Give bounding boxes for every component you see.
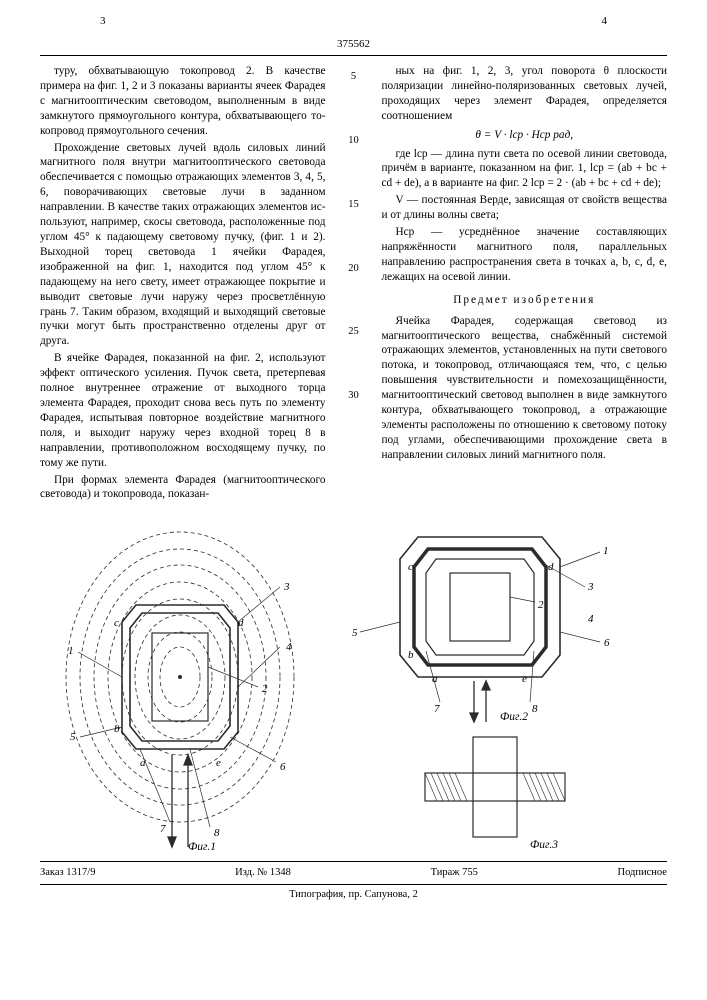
para: При формах элемента Фарадея (магнитооп­т… bbox=[40, 473, 326, 503]
figure-area: 3 4 2 1 5 6 7 8 a b c d e 1 2 3 4 5 6 7 … bbox=[40, 512, 667, 857]
page-num-left: 3 bbox=[100, 14, 106, 29]
fig2-group bbox=[360, 537, 600, 722]
fig1-label-7: 7 bbox=[160, 822, 166, 837]
line-num: 30 bbox=[346, 389, 362, 403]
fig2-label-3: 3 bbox=[588, 580, 594, 595]
fig2-label-a: a bbox=[432, 672, 438, 687]
para: Прохождение световых лучей вдоль силовых… bbox=[40, 141, 326, 350]
fig2-label-b: b bbox=[408, 648, 414, 663]
footer-bar: Заказ 1317/9 Изд. № 1348 Тираж 755 Подпи… bbox=[40, 861, 667, 885]
fig3-group bbox=[425, 737, 565, 837]
para: туру, обхватывающую токопровод 2. В ка­ч… bbox=[40, 64, 326, 139]
footer-sub: Подписное bbox=[618, 866, 667, 880]
column-left: туру, обхватывающую токопровод 2. В ка­ч… bbox=[40, 64, 326, 504]
fig3-caption: Фиг.3 bbox=[530, 838, 558, 853]
para: ных на фиг. 1, 2, 3, угол поворота θ пло… bbox=[382, 64, 668, 124]
fig2-label-e: e bbox=[522, 672, 527, 687]
fig1-label-4: 4 bbox=[286, 640, 292, 655]
fig1-label-c: c bbox=[114, 616, 119, 631]
fig2-label-7: 7 bbox=[434, 702, 440, 717]
para: В ячейке Фарадея, показанной на фиг. 2, … bbox=[40, 351, 326, 470]
fig2-label-6: 6 bbox=[604, 636, 610, 651]
line-num: 5 bbox=[346, 70, 362, 84]
text-columns: туру, обхватывающую токопровод 2. В ка­ч… bbox=[40, 64, 667, 504]
fig1-group bbox=[66, 532, 294, 847]
line-number-gutter: 5 10 15 20 25 30 bbox=[346, 64, 362, 504]
fig1-label-e: e bbox=[216, 756, 221, 771]
line-num: 15 bbox=[346, 198, 362, 212]
fig2-label-5: 5 bbox=[352, 626, 358, 641]
para: Ячейка Фарадея, содержащая световод из м… bbox=[382, 314, 668, 463]
patent-number: 375562 bbox=[40, 37, 667, 57]
fig1-caption: Фиг.1 bbox=[188, 840, 216, 855]
fig2-label-4: 4 bbox=[588, 612, 594, 627]
line-num: 20 bbox=[346, 262, 362, 276]
fig2-caption: Фиг.2 bbox=[500, 710, 528, 725]
fig1-label-5: 5 bbox=[70, 730, 76, 745]
fig2-label-2: 2 bbox=[538, 598, 544, 613]
subject-heading: Предмет изобретения bbox=[382, 293, 668, 308]
column-right: ных на фиг. 1, 2, 3, угол поворота θ пло… bbox=[382, 64, 668, 504]
fig1-label-1: 1 bbox=[68, 644, 74, 659]
fig1-label-b: b bbox=[114, 722, 120, 737]
footer-izd: Изд. № 1348 bbox=[235, 866, 291, 880]
fig2-label-8: 8 bbox=[532, 702, 538, 717]
fig2-label-d: d bbox=[548, 560, 554, 575]
footer-tirage: Тираж 755 bbox=[431, 866, 478, 880]
column-page-numbers: 3 4 bbox=[100, 14, 607, 29]
fig1-label-3: 3 bbox=[284, 580, 290, 595]
para: Hср — усреднённое значение составляющих … bbox=[382, 225, 668, 285]
fig2-label-1: 1 bbox=[603, 544, 609, 559]
fig2-label-c: c bbox=[408, 560, 413, 575]
fig1-label-a: a bbox=[140, 756, 146, 771]
line-num: 10 bbox=[346, 134, 362, 148]
para: где lср — длина пути света по осевой лин… bbox=[382, 147, 668, 192]
fig1-label-8: 8 bbox=[214, 826, 220, 841]
line-num: 25 bbox=[346, 325, 362, 339]
footer-order: Заказ 1317/9 bbox=[40, 866, 95, 880]
fig1-label-6: 6 bbox=[280, 760, 286, 775]
patent-page: 3 4 375562 туру, обхватывающую токопрово… bbox=[0, 0, 707, 1000]
fig1-label-d: d bbox=[238, 616, 244, 631]
figures-svg bbox=[40, 512, 667, 857]
typography-line: Типография, пр. Сапунова, 2 bbox=[40, 888, 667, 902]
fig1-label-2: 2 bbox=[262, 682, 268, 697]
para: V — постоянная Верде, зависящая от свойс… bbox=[382, 193, 668, 223]
page-num-right: 4 bbox=[602, 14, 608, 29]
formula: θ = V · lср · Hср рад, bbox=[382, 128, 668, 143]
